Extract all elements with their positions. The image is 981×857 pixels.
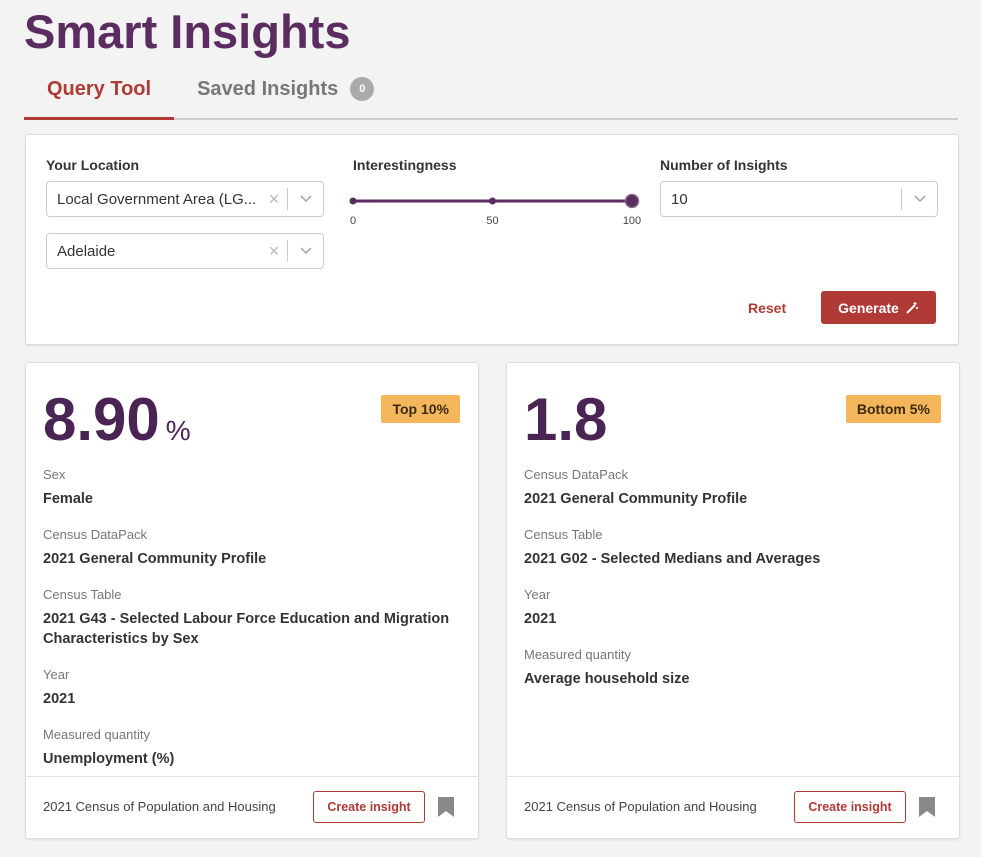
select[interactable]: Adelaide ✕ <box>46 233 324 269</box>
field-label: Your Location <box>46 157 140 173</box>
slider-dot <box>349 197 357 205</box>
field-label: Census Table <box>43 587 122 602</box>
field-label: Census Table <box>524 527 603 542</box>
bookmark-icon[interactable] <box>919 797 935 822</box>
field-value: 2021 G02 - Selected Medians and Averages <box>524 551 821 567</box>
field-value: 2021 General Community Profile <box>43 551 267 567</box>
field-value: Unemployment (%) <box>43 751 175 767</box>
field-value: 2021 <box>524 611 557 627</box>
field-label: Interestingness <box>353 157 457 173</box>
dropdown-icon <box>901 188 937 210</box>
insight-card: 1.8 Bottom 5% Census DataPack 2021 General … <box>506 362 960 839</box>
field-label: Measured quantity <box>524 647 631 662</box>
select-value: 10 <box>671 190 688 208</box>
field-value: Female <box>43 491 93 507</box>
field-label: Year <box>43 667 70 682</box>
insight-card: 8.90% Top 10% Sex Female Census DataPack 2021… <box>25 362 479 839</box>
insight-value: 1.8 <box>524 385 607 454</box>
tab[interactable]: Query Tool <box>24 72 175 120</box>
bookmark-icon[interactable] <box>438 797 454 822</box>
tab[interactable]: Saved Insights 0 <box>174 72 397 120</box>
field-label: Measured quantity <box>43 727 150 742</box>
field-label: Census DataPack <box>43 527 148 542</box>
slider[interactable]: 0 50 100 <box>341 187 651 232</box>
reset-button[interactable]: Reset <box>748 300 787 316</box>
rank-badge: Top 10% <box>381 395 460 423</box>
field-list: Census DataPack 2021 General Community Pr… <box>524 467 944 707</box>
source-text: 2021 Census of Population and Housing <box>43 799 276 814</box>
wand-icon <box>906 301 918 314</box>
value-unit: % <box>165 415 191 446</box>
tab-label: Query Tool <box>47 78 152 100</box>
field-value: 2021 General Community Profile <box>524 491 748 507</box>
field-label: Year <box>524 587 551 602</box>
select-value: Adelaide <box>57 242 116 260</box>
field-label: Census DataPack <box>524 467 629 482</box>
slider-tick-label: 100 <box>623 215 641 227</box>
query-panel: Your Location Interestingness 0 50 100 Num… <box>25 134 959 345</box>
field-list: Sex Female Census DataPack 2021 General Com… <box>43 467 463 787</box>
generate-button[interactable]: Generate <box>821 291 936 324</box>
card-footer: 2021 Census of Population and Housing Cre… <box>26 776 478 838</box>
select[interactable]: 10 <box>660 181 938 217</box>
slider-handle <box>624 193 640 209</box>
select[interactable]: Local Government Area (LG... ✕ <box>46 181 324 217</box>
tab-bar: Query Tool Saved Insights 0 <box>24 72 958 120</box>
slider-dot <box>489 197 496 205</box>
field-label: Sex <box>43 467 66 482</box>
field-label: Number of Insights <box>660 157 788 173</box>
field-value: 2021 <box>43 691 76 707</box>
create-insight-button[interactable]: Create insight <box>313 791 425 823</box>
insight-value: 8.90% <box>43 385 191 454</box>
select-value: Local Government Area (LG... <box>57 190 257 208</box>
slider-tick-label: 0 <box>350 215 356 227</box>
dropdown-icon <box>287 188 323 210</box>
dropdown-icon <box>287 240 323 262</box>
clear-icon: ✕ <box>268 242 280 259</box>
value-number: 8.90 <box>43 386 160 453</box>
slider-tick-label: 50 <box>486 215 498 227</box>
source-text: 2021 Census of Population and Housing <box>524 799 757 814</box>
clear-icon: ✕ <box>268 190 280 207</box>
tab-label: Saved Insights <box>197 78 339 100</box>
card-footer: 2021 Census of Population and Housing Cre… <box>507 776 959 838</box>
field-value: 2021 G43 - Selected Labour Force Educati… <box>43 611 450 647</box>
create-insight-button[interactable]: Create insight <box>794 791 906 823</box>
page-title: Smart Insights <box>24 5 351 58</box>
field-value: Average household size <box>524 671 690 687</box>
rank-badge: Bottom 5% <box>845 395 941 423</box>
value-number: 1.8 <box>524 386 608 453</box>
tab-badge: 0 <box>350 77 375 101</box>
button-label: Generate <box>838 299 899 316</box>
